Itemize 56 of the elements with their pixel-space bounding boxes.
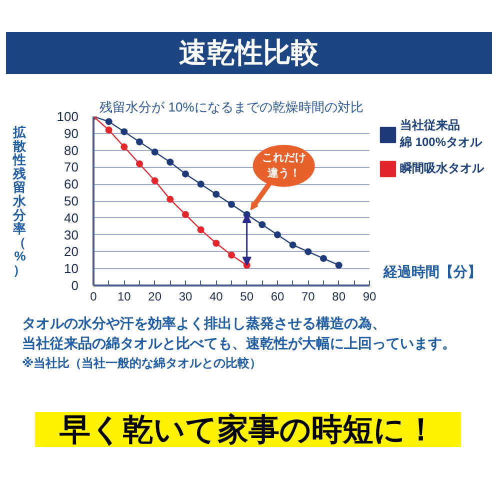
text: 当社従来品の綿タオルと比べても、速乾性が大幅に上回っています。: [22, 334, 457, 353]
x-tick-label: 30: [178, 290, 192, 304]
point: [304, 248, 312, 256]
point: [136, 160, 143, 168]
text: ※当社比（当社一般的な綿タオルとの比較）: [22, 355, 263, 372]
chart-title: 速乾性比較: [6, 32, 492, 74]
x-tick-label: 80: [332, 290, 346, 304]
annotation: これだけ違う！: [262, 152, 306, 180]
point: [335, 262, 342, 269]
point: [197, 180, 204, 188]
y-tick-label: 80: [64, 142, 79, 158]
point: [289, 241, 296, 248]
x-axis-title: 経過時間【分】: [382, 264, 482, 280]
y-tick-label: 100: [56, 109, 79, 124]
x-tick-label: 20: [148, 290, 162, 304]
point: [166, 196, 174, 203]
x-tick-label: 60: [270, 290, 284, 304]
point: [120, 143, 128, 150]
point: [228, 252, 235, 259]
legend-label: 瞬間吸水タオル: [400, 160, 484, 177]
point: [212, 190, 220, 198]
point: [105, 118, 112, 126]
chart-subtitle: 残留水分が 10%になるまでの乾燥時間の対比: [100, 100, 364, 114]
point: [182, 170, 189, 178]
y-tick-label: 50: [64, 194, 79, 208]
y-tick-label: 0: [71, 278, 79, 293]
x-tick-label: 40: [209, 290, 224, 304]
point: [105, 126, 112, 134]
x-tick-label: 0: [90, 290, 98, 304]
point: [228, 200, 235, 208]
y-tick-label: 30: [64, 227, 79, 242]
x-tick-label: 70: [301, 290, 316, 304]
text: 早く乾いて家事の時短に！: [35, 412, 461, 447]
x-tick-label: 90: [362, 290, 376, 304]
point: [151, 148, 158, 156]
point: [182, 211, 189, 218]
legend-label: 当社従来品綿 100%タオル: [400, 117, 482, 151]
y-tick-label: 20: [64, 244, 79, 260]
point: [197, 226, 204, 234]
point: [320, 254, 327, 262]
y-tick-label: 60: [64, 176, 79, 192]
point: [258, 221, 266, 228]
y-tick-label: 10: [64, 261, 79, 276]
x-tick-label: 10: [117, 290, 132, 304]
point: [274, 231, 281, 238]
point: [151, 177, 158, 184]
point: [212, 240, 220, 247]
y-tick-label: 70: [64, 160, 79, 175]
point: [120, 128, 128, 136]
text: 拡散性残留水分率（%）: [12, 124, 26, 278]
point: [136, 138, 143, 146]
y-tick-label: 90: [64, 126, 79, 141]
x-tick-label: 50: [240, 290, 254, 304]
y-tick-label: 40: [64, 210, 79, 226]
text: タオルの水分や汗を効率よく排出し蒸発させる構造の為、: [22, 314, 387, 333]
point: [166, 158, 174, 166]
